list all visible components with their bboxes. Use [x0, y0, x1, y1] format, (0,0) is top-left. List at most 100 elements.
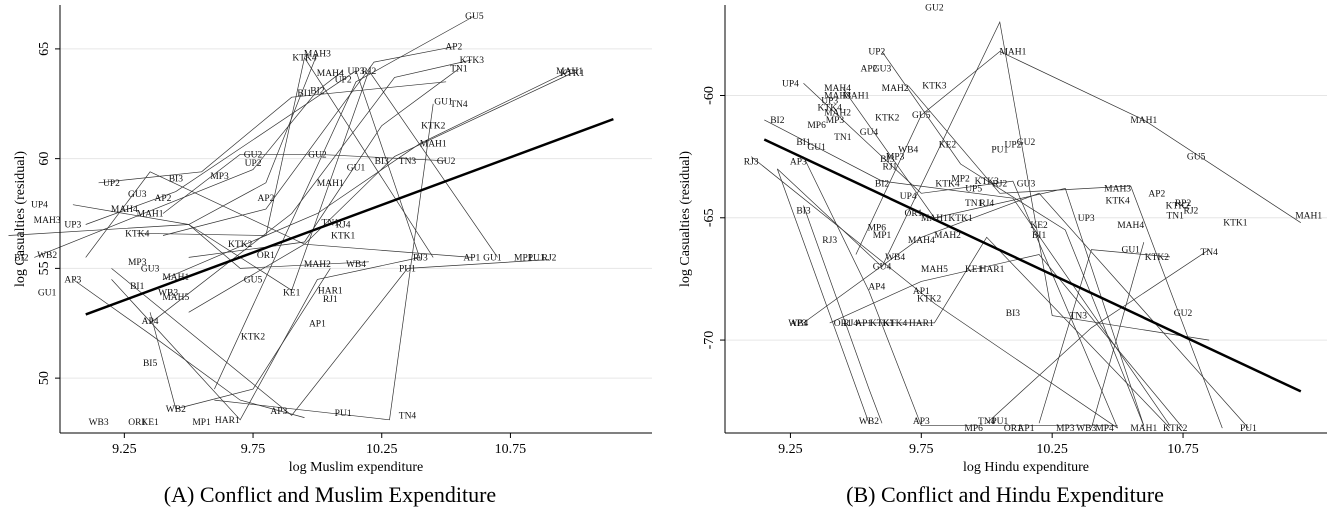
point-label: MAH1 [842, 91, 869, 101]
point-label: KTK2 [1166, 202, 1191, 212]
series-line-tn4 [214, 103, 434, 421]
point-label: MAH3 [304, 49, 331, 59]
point-label: KTK2 [421, 122, 446, 132]
point-label: RP2 [1175, 199, 1192, 209]
x-tick-label: 9.25 [112, 442, 137, 457]
point-label: KTK2 [241, 332, 266, 342]
point-label: AP2 [155, 194, 172, 204]
point-label: UP3 [348, 67, 365, 77]
point-label: AP2 [861, 65, 878, 75]
point-label: GU1 [1121, 246, 1140, 256]
y-axis-title: log Casualties (residual) [13, 151, 28, 287]
series-line-bi3 [803, 205, 883, 424]
point-label: HAR1 [909, 319, 934, 329]
point-label: MAH2 [934, 231, 961, 241]
series-line-up2 [98, 81, 447, 184]
point-label: WB4 [898, 145, 918, 155]
point-label: MP6 [868, 224, 887, 234]
point-label: KE2 [1030, 221, 1048, 231]
point-label: UP4 [31, 201, 48, 211]
point-label: RJ1 [882, 162, 897, 172]
point-label: MAH4 [908, 236, 935, 246]
series-line-ktk1 [188, 72, 573, 313]
point-label: KTK2 [1145, 253, 1170, 263]
point-label: GU2 [308, 150, 327, 160]
point-label: GU4 [873, 263, 892, 273]
point-label: GU3 [1017, 180, 1036, 190]
series-line-up4 [803, 83, 1118, 429]
point-label: PU1 [991, 417, 1008, 427]
point-label: MAH1 [137, 210, 164, 220]
point-label: AP1 [309, 319, 326, 329]
point-label: MAH2 [824, 109, 851, 119]
point-label: TN1 [322, 218, 340, 228]
point-label: MAH1 [162, 273, 189, 283]
series-line-tn1 [188, 68, 460, 258]
point-label: RJ3 [822, 236, 837, 246]
caption-a: (A) Conflict and Muslim Expenditure [163, 482, 497, 507]
x-tick-label: 10.75 [495, 442, 527, 457]
point-label: KTK2 [228, 240, 253, 250]
point-label: OR1 [128, 418, 146, 428]
x-tick-label: 10.25 [1036, 442, 1068, 457]
series-line-wb2 [776, 168, 870, 424]
point-label: TN3 [399, 157, 417, 167]
series-line-ktk4 [137, 56, 434, 258]
point-label: RJ2 [992, 180, 1007, 190]
point-label: MAH1 [921, 214, 948, 224]
point-label: RJ4 [336, 220, 351, 230]
point-label: MP1 [514, 253, 533, 263]
point-label: RJ4 [843, 319, 858, 329]
point-label: OR1 [257, 251, 275, 261]
point-label: MP1 [192, 418, 211, 428]
point-label: MP3 [1056, 424, 1075, 434]
point-label: RJ4 [979, 199, 994, 209]
point-label: KTK4 [883, 319, 908, 329]
point-label: WB4 [788, 319, 808, 329]
point-label: GU3 [128, 190, 147, 200]
point-label: UP3 [821, 96, 838, 106]
point-label: UP4 [782, 79, 799, 89]
point-label: RJ2 [361, 67, 376, 77]
point-label: BI2 [14, 253, 29, 263]
point-label: WB4 [885, 253, 905, 263]
point-label: MAH1 [556, 67, 583, 77]
point-label: GU2 [925, 3, 944, 13]
y-tick-label: 60 [37, 152, 52, 166]
series-line-ap2 [162, 46, 454, 236]
point-label: MAH3 [824, 91, 851, 101]
point-label: PU1 [399, 264, 416, 274]
point-label: PU1 [335, 409, 352, 419]
point-label: AP1 [463, 253, 480, 263]
point-label: WB2 [37, 251, 57, 261]
point-label: TN4 [978, 417, 996, 427]
point-label: HAR1 [215, 416, 240, 426]
point-label: UP4 [900, 192, 917, 202]
point-label: TN4 [450, 100, 468, 110]
point-label: HAR1 [980, 265, 1005, 275]
point-label: TN4 [1201, 248, 1219, 258]
series-line-ap3 [72, 279, 305, 418]
y-tick-label: -60 [702, 86, 717, 105]
point-label: MAH2 [304, 260, 331, 270]
point-label: GU1 [483, 253, 502, 263]
point-label: GU5 [1187, 153, 1206, 163]
point-label: UP3 [1078, 214, 1095, 224]
caption-b: (B) Conflict and Hindu Expenditure [846, 482, 1164, 507]
point-label: WB2 [859, 417, 879, 427]
series-line-ktk3 [149, 59, 472, 324]
series-line-ktk2 [1038, 249, 1171, 424]
point-label: GU1 [434, 98, 453, 108]
point-label: KTK3 [460, 56, 485, 66]
point-label: AP3 [270, 407, 287, 417]
x-tick-label: 10.25 [366, 442, 398, 457]
point-label: BI3 [796, 206, 811, 216]
point-label: TN1 [450, 65, 468, 75]
series-line-ap1 [829, 254, 1184, 429]
point-label: KTK3 [975, 177, 1000, 187]
x-axis-title: log Muslim expenditure [289, 460, 424, 475]
point-label: GU2 [244, 150, 263, 160]
point-label: GU1 [38, 289, 57, 299]
series-line-rj3 [750, 156, 1118, 429]
point-label: TN1 [1166, 211, 1184, 221]
